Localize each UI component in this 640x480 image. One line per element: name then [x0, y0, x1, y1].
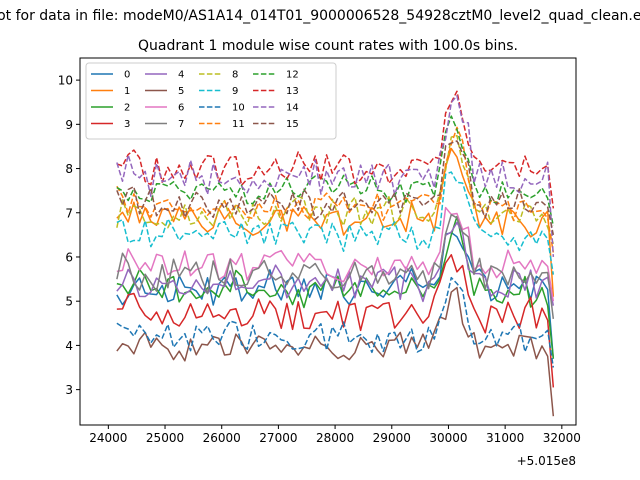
- y-tick-label: 10: [58, 74, 73, 88]
- x-tick-label: 30000: [429, 431, 467, 445]
- legend-label: 1: [124, 86, 130, 97]
- x-tick-label: 32000: [543, 431, 581, 445]
- series-line-11: [116, 126, 555, 253]
- series-line-13: [116, 90, 555, 209]
- series-line-9: [116, 171, 555, 275]
- legend-label: 3: [124, 119, 130, 130]
- x-tick-label: 26000: [203, 431, 241, 445]
- y-axis: 3 4 5 6 7 8 9 10: [58, 74, 80, 397]
- series-line-14: [116, 94, 555, 258]
- legend-label: 8: [232, 70, 238, 81]
- y-tick-label: 6: [65, 250, 73, 264]
- y-tick-label: 5: [65, 295, 73, 309]
- legend-label: 0: [124, 70, 130, 81]
- figure-suptitle: Plot for data in file: modeM0/AS1A14_014…: [0, 8, 640, 24]
- legend-box: [85, 62, 337, 140]
- series-line-1: [116, 147, 555, 297]
- series-line-10: [116, 276, 555, 368]
- legend-label: 11: [232, 119, 245, 130]
- series-line-8: [116, 134, 555, 244]
- series-layer: [116, 90, 555, 417]
- x-axis: 24000 25000 26000 27000 28000 29000 30000 31000…: [89, 425, 581, 445]
- series-line-7: [116, 213, 555, 319]
- series-line-4: [116, 221, 555, 306]
- x-tick-label: 27000: [259, 431, 297, 445]
- series-line-12: [116, 115, 555, 227]
- plot-area: [116, 90, 555, 417]
- y-tick-label: 7: [65, 206, 73, 220]
- x-tick-label: 28000: [316, 431, 354, 445]
- y-tick-label: 4: [65, 339, 73, 353]
- x-tick-label: 24000: [89, 431, 127, 445]
- legend-label: 13: [286, 86, 299, 97]
- legend-label: 15: [286, 119, 299, 130]
- axes-title: Quadrant 1 module wise count rates with …: [138, 38, 518, 54]
- series-line-5: [116, 286, 555, 417]
- legend-label: 6: [178, 103, 184, 114]
- y-tick-label: 3: [65, 383, 73, 397]
- legend-label: 5: [178, 86, 184, 97]
- legend-label: 4: [178, 70, 184, 81]
- legend-label: 12: [286, 70, 299, 81]
- y-tick-label: 9: [65, 118, 73, 132]
- legend-label: 7: [178, 119, 184, 130]
- series-line-3: [116, 253, 555, 388]
- x-tick-label: 25000: [146, 431, 184, 445]
- series-line-15: [116, 140, 555, 236]
- x-tick-label: 29000: [373, 431, 411, 445]
- y-tick-label: 8: [65, 162, 73, 176]
- legend-label: 14: [286, 103, 299, 114]
- legend-label: 9: [232, 86, 238, 97]
- axes-frame: [79, 57, 577, 426]
- legend-label: 10: [232, 103, 245, 114]
- x-offset-label: +5.015e8: [517, 454, 576, 468]
- x-tick-label: 31000: [486, 431, 524, 445]
- legend-label: 2: [124, 103, 130, 114]
